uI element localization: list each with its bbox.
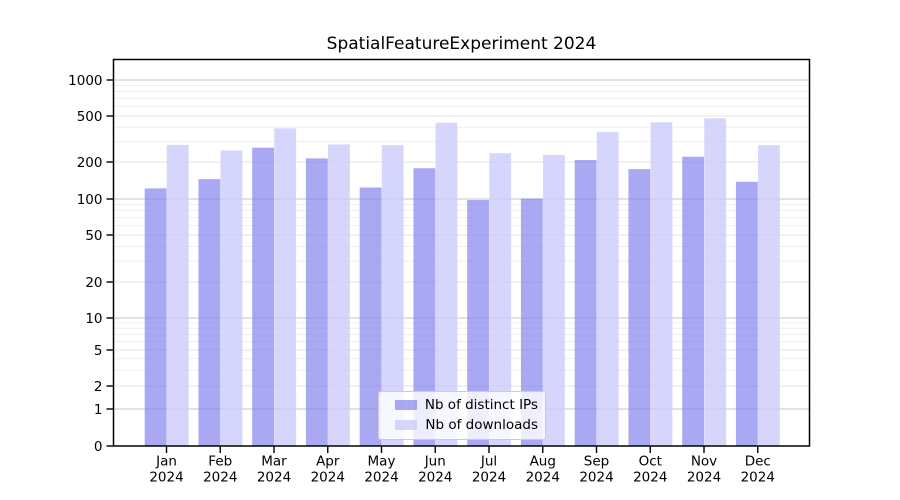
bar-downloads-apr [328,144,350,446]
y-tick-label-50: 50 [85,228,102,244]
y-tick-label-1000: 1000 [68,73,102,89]
x-tick-label-aug: Aug 2024 [526,454,560,486]
legend-swatch-downloads [395,420,418,430]
axis-frame [112,58,811,447]
bar-distinct-ips-jan [144,188,167,447]
bar-distinct-ips-nov [682,156,704,447]
bar-distinct-ips-feb [198,179,221,446]
x-tick-label-may: May 2024 [364,454,398,486]
legend-label-downloads: Nb of downloads [425,417,538,433]
bar-distinct-ips-may [359,187,382,447]
y-tick-label-20: 20 [85,275,102,291]
x-tick-label-apr: Apr 2024 [311,454,345,486]
bar-downloads-aug [543,154,565,446]
chart-title: SpatialFeatureExperiment 2024 [326,34,597,54]
bar-distinct-ips-dec [735,181,758,446]
x-tick-label-mar: Mar 2024 [257,454,291,486]
bar-distinct-ips-apr [305,158,328,446]
legend-row-distinct-ips: Nb of distinct IPs [386,397,538,413]
x-tick-label-jan: Jan 2024 [149,454,183,486]
y-tick-label-100: 100 [77,192,103,208]
y-tick-label-10: 10 [85,311,102,327]
y-tick-label-1: 1 [94,402,103,418]
legend-swatch-distinct-ips [394,400,417,410]
bar-downloads-oct [650,122,673,446]
bar-distinct-ips-aug [520,198,543,446]
bar-downloads-nov [704,118,727,447]
x-tick-label-jul: Jul 2024 [472,454,506,486]
x-tick-label-jun: Jun 2024 [418,454,452,486]
x-tick-label-dec: Dec 2024 [741,454,775,486]
bar-downloads-jun [435,122,458,447]
legend-row-downloads: Nb of downloads [386,417,538,433]
bar-distinct-ips-oct [628,169,651,446]
y-tick-label-200: 200 [77,155,103,171]
bar-downloads-mar [274,128,297,447]
bar-downloads-jan [166,144,189,446]
x-tick-label-feb: Feb 2024 [203,454,237,486]
x-tick-label-sep: Sep 2024 [579,454,613,486]
bar-downloads-may [381,145,404,446]
x-tick-label-nov: Nov 2024 [687,454,721,486]
bar-distinct-ips-sep [574,160,597,447]
legend: Nb of distinct IPs Nb of downloads [378,391,546,440]
bar-distinct-ips-jun [413,168,436,447]
x-tick-label-oct: Oct 2024 [633,454,667,486]
bar-downloads-jul [489,153,512,446]
y-tick-label-500: 500 [77,109,103,125]
bar-distinct-ips-jul [467,200,489,446]
bar-distinct-ips-mar [252,147,274,446]
bar-downloads-dec [758,145,780,446]
y-tick-label-5: 5 [94,343,103,359]
legend-label-distinct-ips: Nb of distinct IPs [424,397,538,413]
bar-downloads-sep [596,132,619,446]
bar-downloads-feb [220,150,243,446]
y-tick-label-2: 2 [94,379,103,395]
y-tick-label-0: 0 [94,439,103,455]
